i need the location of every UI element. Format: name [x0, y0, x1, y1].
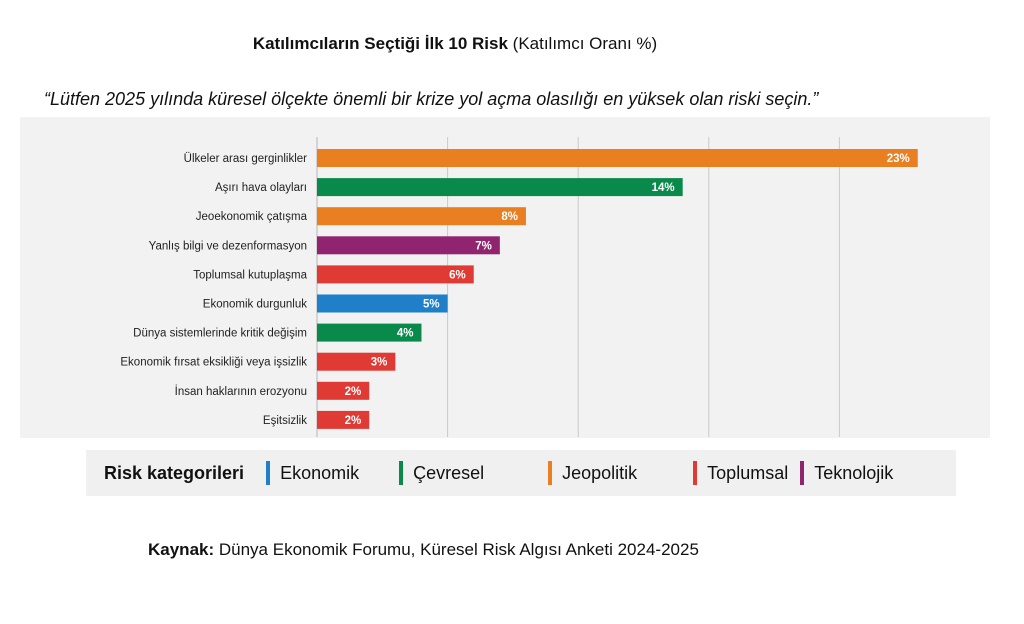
value-label-toplumsal-kutuplasma: 6%: [449, 269, 466, 281]
value-label-ulkeler-aras-gerginlikler: 23%: [887, 153, 910, 165]
chart-title-unit: (Katılımcı Oranı %): [512, 34, 658, 53]
legend-item-jeopolitik: Jeopolitik: [548, 461, 637, 485]
category-label-jeoekonomik-cat-sma: Jeoekonomik çatışma: [196, 211, 308, 223]
category-label-as-r-hava-olaylar: Aşırı hava olayları: [215, 182, 307, 194]
value-label-jeoekonomik-cat-sma: 8%: [501, 211, 518, 223]
value-label-as-r-hava-olaylar: 14%: [652, 182, 675, 194]
category-label-ekonomik-durgunluk: Ekonomik durgunluk: [203, 299, 307, 311]
survey-question: “Lütfen 2025 yılında küresel ölçekte öne…: [44, 89, 819, 109]
bar-ulkeler-aras-gerginlikler: [317, 149, 918, 167]
legend-label-teknolojik: Teknolojik: [814, 462, 894, 483]
legend-item-cevresel: Çevresel: [399, 461, 484, 485]
legend-item-toplumsal: Toplumsal: [693, 461, 788, 485]
bar-ekonomik-durgunluk: [317, 294, 448, 313]
plot-background: [20, 117, 990, 438]
legend-label-cevresel: Çevresel: [413, 462, 485, 483]
value-label-ekonomik-durgunluk: 5%: [423, 299, 440, 311]
legend-swatch-jeopolitik: [548, 461, 553, 485]
legend-swatch-ekonomik: [266, 461, 271, 485]
legend-label-jeopolitik: Jeopolitik: [562, 462, 638, 483]
legend-title: Risk kategorileri: [104, 462, 245, 483]
legend-swatch-toplumsal: [693, 461, 698, 485]
category-label-dunya-sistemlerinde-kritik-degisim: Dünya sistemlerinde kritik değişim: [133, 328, 307, 340]
bar-dunya-sistemlerinde-kritik-degisim: [317, 323, 422, 342]
bar-esitsizlik: [317, 410, 370, 429]
legend-item-teknolojik: Teknolojik: [800, 461, 893, 485]
bar-yanl-s-bilgi-ve-dezenformasyon: [317, 236, 500, 255]
legend-swatch-cevresel: [399, 461, 404, 485]
value-label-ekonomik-f-rsat-eksikligi-veya-issizlik: 3%: [371, 357, 388, 369]
bar-as-r-hava-olaylar: [317, 178, 683, 197]
source-note: Kaynak: Dünya Ekonomik Forumu, Küresel R…: [148, 540, 699, 560]
value-label-insan-haklar-n-n-erozyonu: 2%: [345, 386, 362, 398]
bar-insan-haklar-n-n-erozyonu: [317, 381, 370, 400]
category-label-ulkeler-aras-gerginlikler: Ülkeler arası gerginlikler: [184, 153, 308, 165]
legend-swatch-teknolojik: [800, 461, 805, 485]
legend-item-ekonomik: Ekonomik: [266, 461, 359, 485]
bar-toplumsal-kutuplasma: [317, 265, 474, 284]
category-label-yanl-s-bilgi-ve-dezenformasyon: Yanlış bilgi ve dezenformasyon: [149, 240, 307, 252]
value-label-yanl-s-bilgi-ve-dezenformasyon: 7%: [475, 240, 492, 252]
chart-title-bold: Katılımcıların Seçtiği İlk 10 Risk: [252, 34, 508, 53]
value-label-dunya-sistemlerinde-kritik-degisim: 4%: [397, 328, 414, 340]
bar-ekonomik-f-rsat-eksikligi-veya-issizlik: [317, 352, 396, 371]
value-label-esitsizlik: 2%: [345, 415, 362, 427]
category-label-toplumsal-kutuplasma: Toplumsal kutuplaşma: [193, 269, 307, 281]
category-label-ekonomik-f-rsat-eksikligi-veya-issizlik: Ekonomik fırsat eksikliği veya işsizlik: [120, 357, 307, 369]
chart-title: Katılımcıların Seçtiği İlk 10 Risk (Katı…: [0, 34, 910, 54]
category-label-insan-haklar-n-n-erozyonu: İnsan haklarının erozyonu: [175, 385, 307, 398]
source-text: Dünya Ekonomik Forumu, Küresel Risk Algı…: [218, 540, 699, 559]
legend-label-toplumsal: Toplumsal: [707, 462, 789, 483]
category-label-esitsizlik: Eşitsizlik: [263, 415, 307, 427]
legend: Risk kategorileri Ekonomik Çevresel Jeop…: [86, 450, 956, 496]
bar-jeoekonomik-cat-sma: [317, 207, 526, 226]
source-label: Kaynak:: [148, 540, 215, 559]
legend-label-ekonomik: Ekonomik: [280, 462, 360, 483]
